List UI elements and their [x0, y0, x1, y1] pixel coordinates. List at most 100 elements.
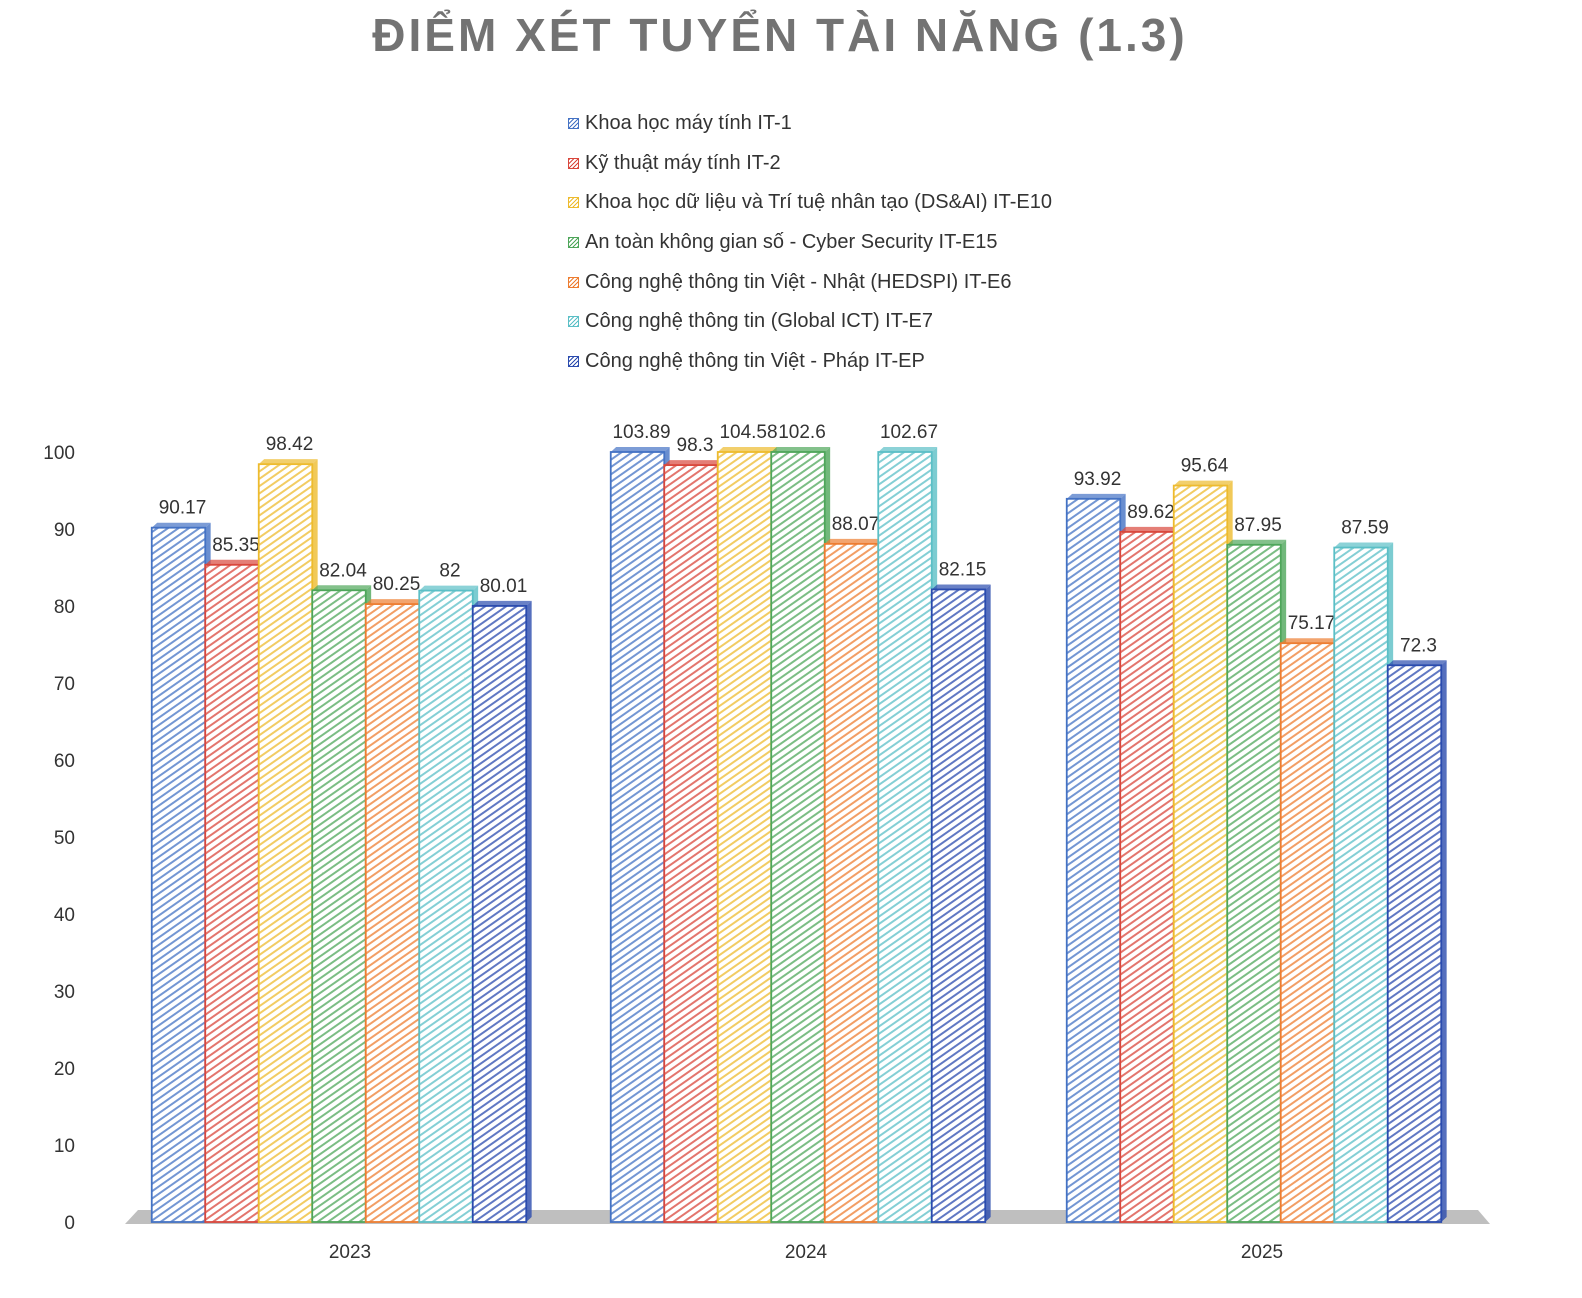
bar-top	[258, 459, 318, 465]
legend-label: Khoa học dữ liệu và Trí tuệ nhân tạo (DS…	[585, 191, 1052, 214]
bar-front	[1279, 642, 1336, 1223]
y-tick-label: 0	[64, 1213, 75, 1234]
legend-swatch	[568, 355, 579, 367]
y-tick-label: 90	[54, 520, 75, 541]
bar-front	[418, 589, 474, 1223]
bar-front	[150, 526, 207, 1223]
legend-label: Công nghệ thông tin Việt - Nhật (HEDSPI)…	[585, 270, 1012, 293]
y-tick-label: 30	[54, 982, 75, 1003]
y-tick-label: 20	[54, 1059, 75, 1080]
bar-top	[312, 585, 372, 591]
y-tick-label: 50	[54, 828, 75, 849]
data-label: 80.01	[480, 576, 528, 597]
y-tick-label: 60	[54, 751, 75, 772]
bar-top	[610, 447, 670, 452]
x-tick-label: 2025	[1241, 1242, 1283, 1263]
legend-item: Khoa học máy tính IT-1	[568, 104, 1052, 144]
bar-top	[717, 447, 777, 452]
bar	[1119, 526, 1180, 1223]
data-label: 88.07	[832, 514, 880, 535]
bar-top	[472, 600, 532, 606]
bar-top	[771, 447, 831, 452]
data-label: 103.89	[612, 422, 670, 443]
legend-swatch	[568, 316, 579, 328]
data-label: 82.15	[939, 559, 987, 580]
bar-front	[663, 464, 719, 1223]
bar-front	[1172, 484, 1229, 1223]
bar	[364, 599, 425, 1223]
bar	[609, 447, 670, 1223]
legend-item: Khoa học dữ liệu và Trí tuệ nhân tạo (DS…	[568, 183, 1052, 223]
legend-swatch	[568, 237, 579, 249]
data-label: 98.42	[266, 434, 314, 455]
bar-top	[1120, 526, 1180, 532]
bar	[257, 459, 318, 1223]
bar	[471, 600, 532, 1223]
bar	[1065, 493, 1126, 1223]
x-tick-label: 2024	[785, 1242, 828, 1263]
data-label: 90.17	[159, 498, 207, 519]
bar-top	[419, 585, 479, 591]
bar-front	[1119, 531, 1175, 1223]
legend-swatch	[568, 197, 579, 209]
legend: Khoa học máy tính IT-1 Kỹ thuật máy tính …	[568, 104, 1052, 381]
bar-top	[1387, 660, 1447, 666]
legend-label: Công nghệ thông tin (Global ICT) IT-E7	[585, 310, 933, 333]
y-tick-label: 40	[54, 905, 75, 926]
bar-front	[204, 563, 260, 1223]
legend-item: An toàn không gian số - Cyber Security I…	[568, 223, 1052, 263]
bar-front	[877, 451, 933, 1223]
data-label: 98.3	[677, 435, 714, 456]
bar-front	[1065, 497, 1122, 1223]
bar-side	[985, 584, 991, 1222]
bar-front	[1386, 664, 1443, 1223]
bar	[663, 460, 724, 1223]
bar-top	[1173, 480, 1233, 486]
data-label: 85.35	[212, 535, 260, 556]
legend-swatch	[568, 118, 579, 130]
bar-front	[609, 451, 666, 1223]
data-label: 72.3	[1400, 635, 1437, 656]
data-label: 95.64	[1181, 456, 1229, 477]
legend-label: An toàn không gian số - Cyber Security I…	[585, 231, 998, 254]
bar-front	[770, 451, 826, 1223]
data-label: 102.6	[778, 422, 826, 443]
bar-front	[930, 588, 987, 1223]
bar	[150, 522, 211, 1223]
bar-front	[257, 463, 314, 1223]
bar-front	[823, 542, 880, 1223]
y-tick-label: 80	[54, 597, 75, 618]
bar-top	[1280, 638, 1340, 644]
data-label: 75.17	[1288, 613, 1336, 634]
bar-top	[1227, 539, 1287, 545]
bar-top	[151, 522, 211, 528]
bar	[1279, 638, 1340, 1223]
legend-swatch	[568, 276, 579, 288]
data-label: 104.58	[719, 422, 777, 443]
legend-item: Công nghệ thông tin (Global ICT) IT-E7	[568, 302, 1052, 342]
bar-front	[471, 605, 528, 1223]
bar-front	[1226, 543, 1282, 1223]
bar	[311, 585, 372, 1223]
bar	[418, 585, 479, 1223]
bar	[1172, 480, 1233, 1223]
bar-top	[205, 559, 265, 565]
bar-side	[1441, 660, 1447, 1222]
bar	[716, 447, 777, 1223]
y-tick-label: 70	[54, 674, 75, 695]
bar-top	[1066, 493, 1126, 499]
legend-item: Công nghệ thông tin Việt - Pháp IT-EP	[568, 342, 1052, 382]
x-tick-label: 2023	[329, 1242, 371, 1263]
bar-side	[526, 600, 532, 1222]
y-tick-label: 10	[54, 1136, 75, 1157]
data-label: 102.67	[880, 422, 938, 443]
data-label: 87.95	[1234, 515, 1282, 536]
bar	[204, 559, 265, 1223]
bar	[770, 447, 831, 1223]
bar	[1226, 539, 1287, 1223]
legend-label: Khoa học máy tính IT-1	[585, 112, 792, 135]
legend-label: Công nghệ thông tin Việt - Pháp IT-EP	[585, 349, 925, 372]
bar	[1386, 660, 1447, 1223]
bar-top	[878, 447, 938, 452]
